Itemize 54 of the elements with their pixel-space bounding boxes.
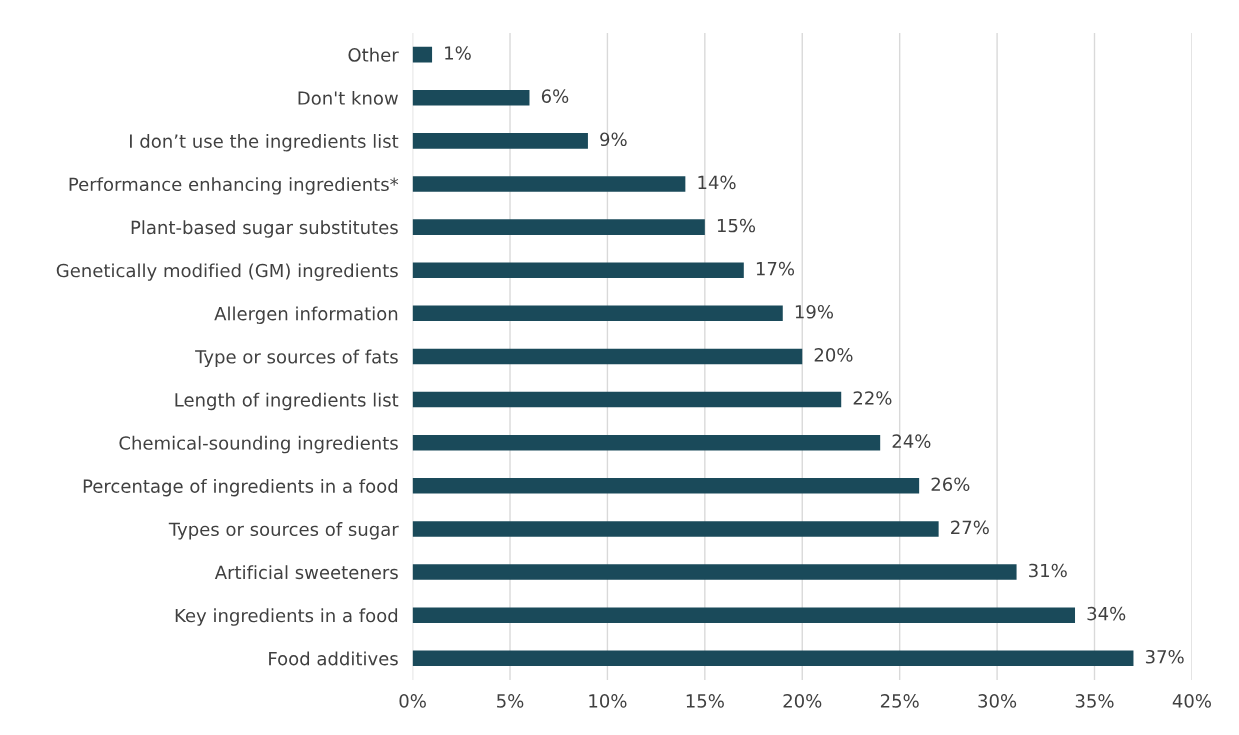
- bar: [412, 434, 881, 451]
- data-label: 24%: [892, 434, 931, 448]
- y-tick-label: Plant-based sugar substitutes: [131, 220, 398, 238]
- bar: [412, 478, 920, 494]
- data-label: 15%: [717, 218, 756, 233]
- data-label: 27%: [951, 520, 989, 535]
- x-tick-label: 25%: [880, 694, 919, 708]
- y-tick-label: I don’t use the ingredients list: [130, 134, 399, 152]
- bar: [412, 650, 1134, 667]
- data-label: 34%: [1087, 606, 1126, 621]
- y-tick-label: Food additives: [269, 651, 398, 666]
- data-label: 9%: [600, 132, 627, 147]
- data-label: 1%: [445, 46, 471, 60]
- x-tick-label: 20%: [783, 694, 822, 708]
- bar: [412, 348, 803, 365]
- y-tick-label: Performance enhancing ingredients*: [69, 177, 399, 195]
- data-label: 6%: [541, 89, 569, 103]
- data-label: 14%: [698, 175, 736, 190]
- bar: [412, 521, 939, 537]
- bar: [412, 262, 744, 278]
- data-label: 37%: [1145, 649, 1184, 664]
- data-label: 17%: [756, 261, 795, 276]
- y-tick-label: Don't know: [298, 90, 398, 105]
- x-tick-label: 35%: [1075, 694, 1114, 708]
- y-tick-label: Artificial sweeteners: [214, 565, 398, 580]
- bar: [412, 133, 588, 149]
- data-label: 22%: [853, 391, 892, 405]
- y-tick-label: Allergen information: [214, 306, 398, 324]
- x-tick-label: 15%: [686, 694, 724, 708]
- x-tick-label: 0%: [399, 694, 426, 708]
- y-tick-label: Key ingredients in a food: [175, 608, 398, 626]
- x-tick-label: 5%: [497, 694, 524, 708]
- y-tick-label: Length of ingredients list: [175, 392, 399, 411]
- y-tick-label: Chemical-sounding ingredients: [119, 435, 398, 454]
- y-tick-label: Other: [348, 47, 399, 62]
- bar: [412, 305, 783, 322]
- x-tick-label: 30%: [978, 694, 1017, 708]
- y-tick-label: Type or sources of fats: [195, 349, 398, 368]
- y-tick-label: Types or sources of sugar: [168, 522, 399, 540]
- data-label: 26%: [931, 477, 970, 492]
- y-tick-label: Percentage of ingredients in a food: [83, 478, 398, 497]
- bar: [412, 176, 686, 192]
- bar: [412, 219, 705, 235]
- bar: [412, 46, 433, 63]
- data-label: 20%: [814, 348, 853, 362]
- data-label: 19%: [795, 304, 834, 319]
- x-tick-label: 40%: [1172, 694, 1211, 708]
- bar: [412, 391, 842, 408]
- bar: [412, 607, 1076, 623]
- bar: [412, 564, 1017, 580]
- x-tick-label: 10%: [589, 694, 627, 708]
- y-tick-label: Genetically modified (GM) ingredients: [56, 263, 398, 281]
- bar: [412, 89, 530, 106]
- data-label: 31%: [1029, 563, 1067, 578]
